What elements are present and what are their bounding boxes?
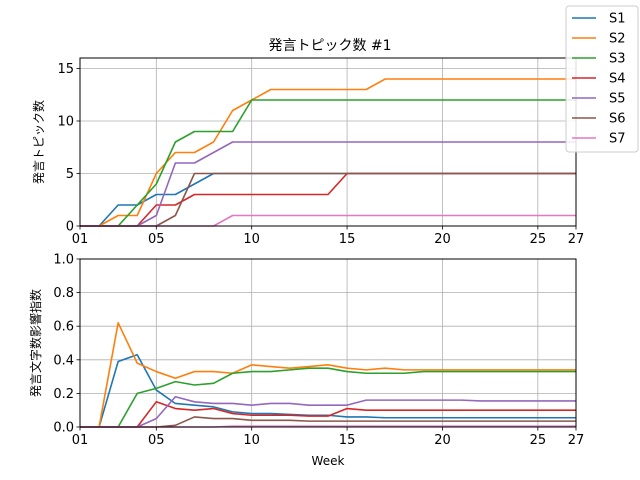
x-tick-label: 25 (530, 232, 547, 247)
series-line-s6 (80, 172, 576, 227)
y-tick-label: 0.4 (53, 353, 74, 368)
legend-item-s1: S1 (572, 12, 626, 27)
series-line-s2 (80, 322, 576, 428)
y-tick-label: 0 (66, 220, 74, 235)
series-line-s2 (80, 78, 576, 227)
legend-label: S1 (609, 12, 626, 27)
series-lines (80, 322, 576, 428)
x-tick-label: 27 (568, 232, 585, 247)
y-tick-label: 0.0 (53, 421, 74, 436)
legend-item-s4: S4 (572, 72, 626, 87)
x-tick-label: 20 (434, 433, 451, 448)
plot-area-frame (79, 258, 577, 428)
x-tick-label: 15 (339, 433, 356, 448)
x-tick-label: 25 (530, 433, 547, 448)
legend: S1 S2 S3 S4 S5 S6 S7 (565, 5, 639, 153)
legend-item-s5: S5 (572, 92, 626, 107)
legend-label: S2 (609, 32, 626, 47)
x-tick-label: 20 (434, 232, 451, 247)
x-tick-label: 01 (72, 433, 89, 448)
x-axis-label: Week (312, 454, 345, 468)
series-lines (80, 78, 576, 227)
y-tick-label: 5 (66, 167, 74, 182)
series-line-s4 (80, 172, 576, 227)
x-tick-label: 05 (148, 433, 165, 448)
legend-label: S4 (609, 72, 626, 87)
x-tick-label: 01 (72, 232, 89, 247)
series-line-s1 (80, 172, 576, 227)
legend-item-s6: S6 (572, 112, 626, 127)
grid (79, 258, 577, 428)
legend-item-s2: S2 (572, 32, 626, 47)
series-line-s4 (80, 400, 576, 428)
x-tick-label: 10 (243, 232, 260, 247)
series-line-s3 (80, 367, 576, 428)
series-line-s5 (80, 395, 576, 428)
x-tick-label: 10 (243, 433, 260, 448)
y-tick-label: 0.8 (53, 286, 74, 301)
y-tick-label: 10 (57, 115, 74, 130)
y-tick-label: 0.6 (53, 320, 74, 335)
legend-box (565, 5, 639, 153)
chart-title: 発言トピック数 #1 (268, 38, 391, 54)
legend-label: S7 (609, 132, 626, 147)
y-tick-label: 0.2 (53, 387, 74, 402)
legend-label: S6 (609, 112, 626, 127)
y-tick-label: 15 (57, 62, 74, 77)
legend-item-s3: S3 (572, 52, 626, 67)
x-tick-label: 27 (568, 433, 585, 448)
series-line-s5 (80, 141, 576, 227)
axis-ticks: 01 05 10 15 20 25 27 0.0 0.2 0.4 0.6 0.8 1.0 (53, 253, 584, 449)
y-axis-label: 発言トピック数 (31, 100, 46, 184)
x-tick-label: 15 (339, 232, 356, 247)
legend-label: S5 (609, 92, 626, 107)
y-axis-label: 発言文字数影響指数 (28, 289, 43, 397)
legend-label: S3 (609, 52, 626, 67)
x-tick-label: 05 (148, 232, 165, 247)
series-line-s3 (80, 99, 576, 227)
influence-index-chart: 01 05 10 15 20 25 27 0.0 0.2 0.4 0.6 0.8 1.0 発言文字数影響… (28, 253, 584, 469)
legend-item-s7: S7 (572, 132, 626, 147)
y-tick-label: 1.0 (53, 253, 74, 268)
